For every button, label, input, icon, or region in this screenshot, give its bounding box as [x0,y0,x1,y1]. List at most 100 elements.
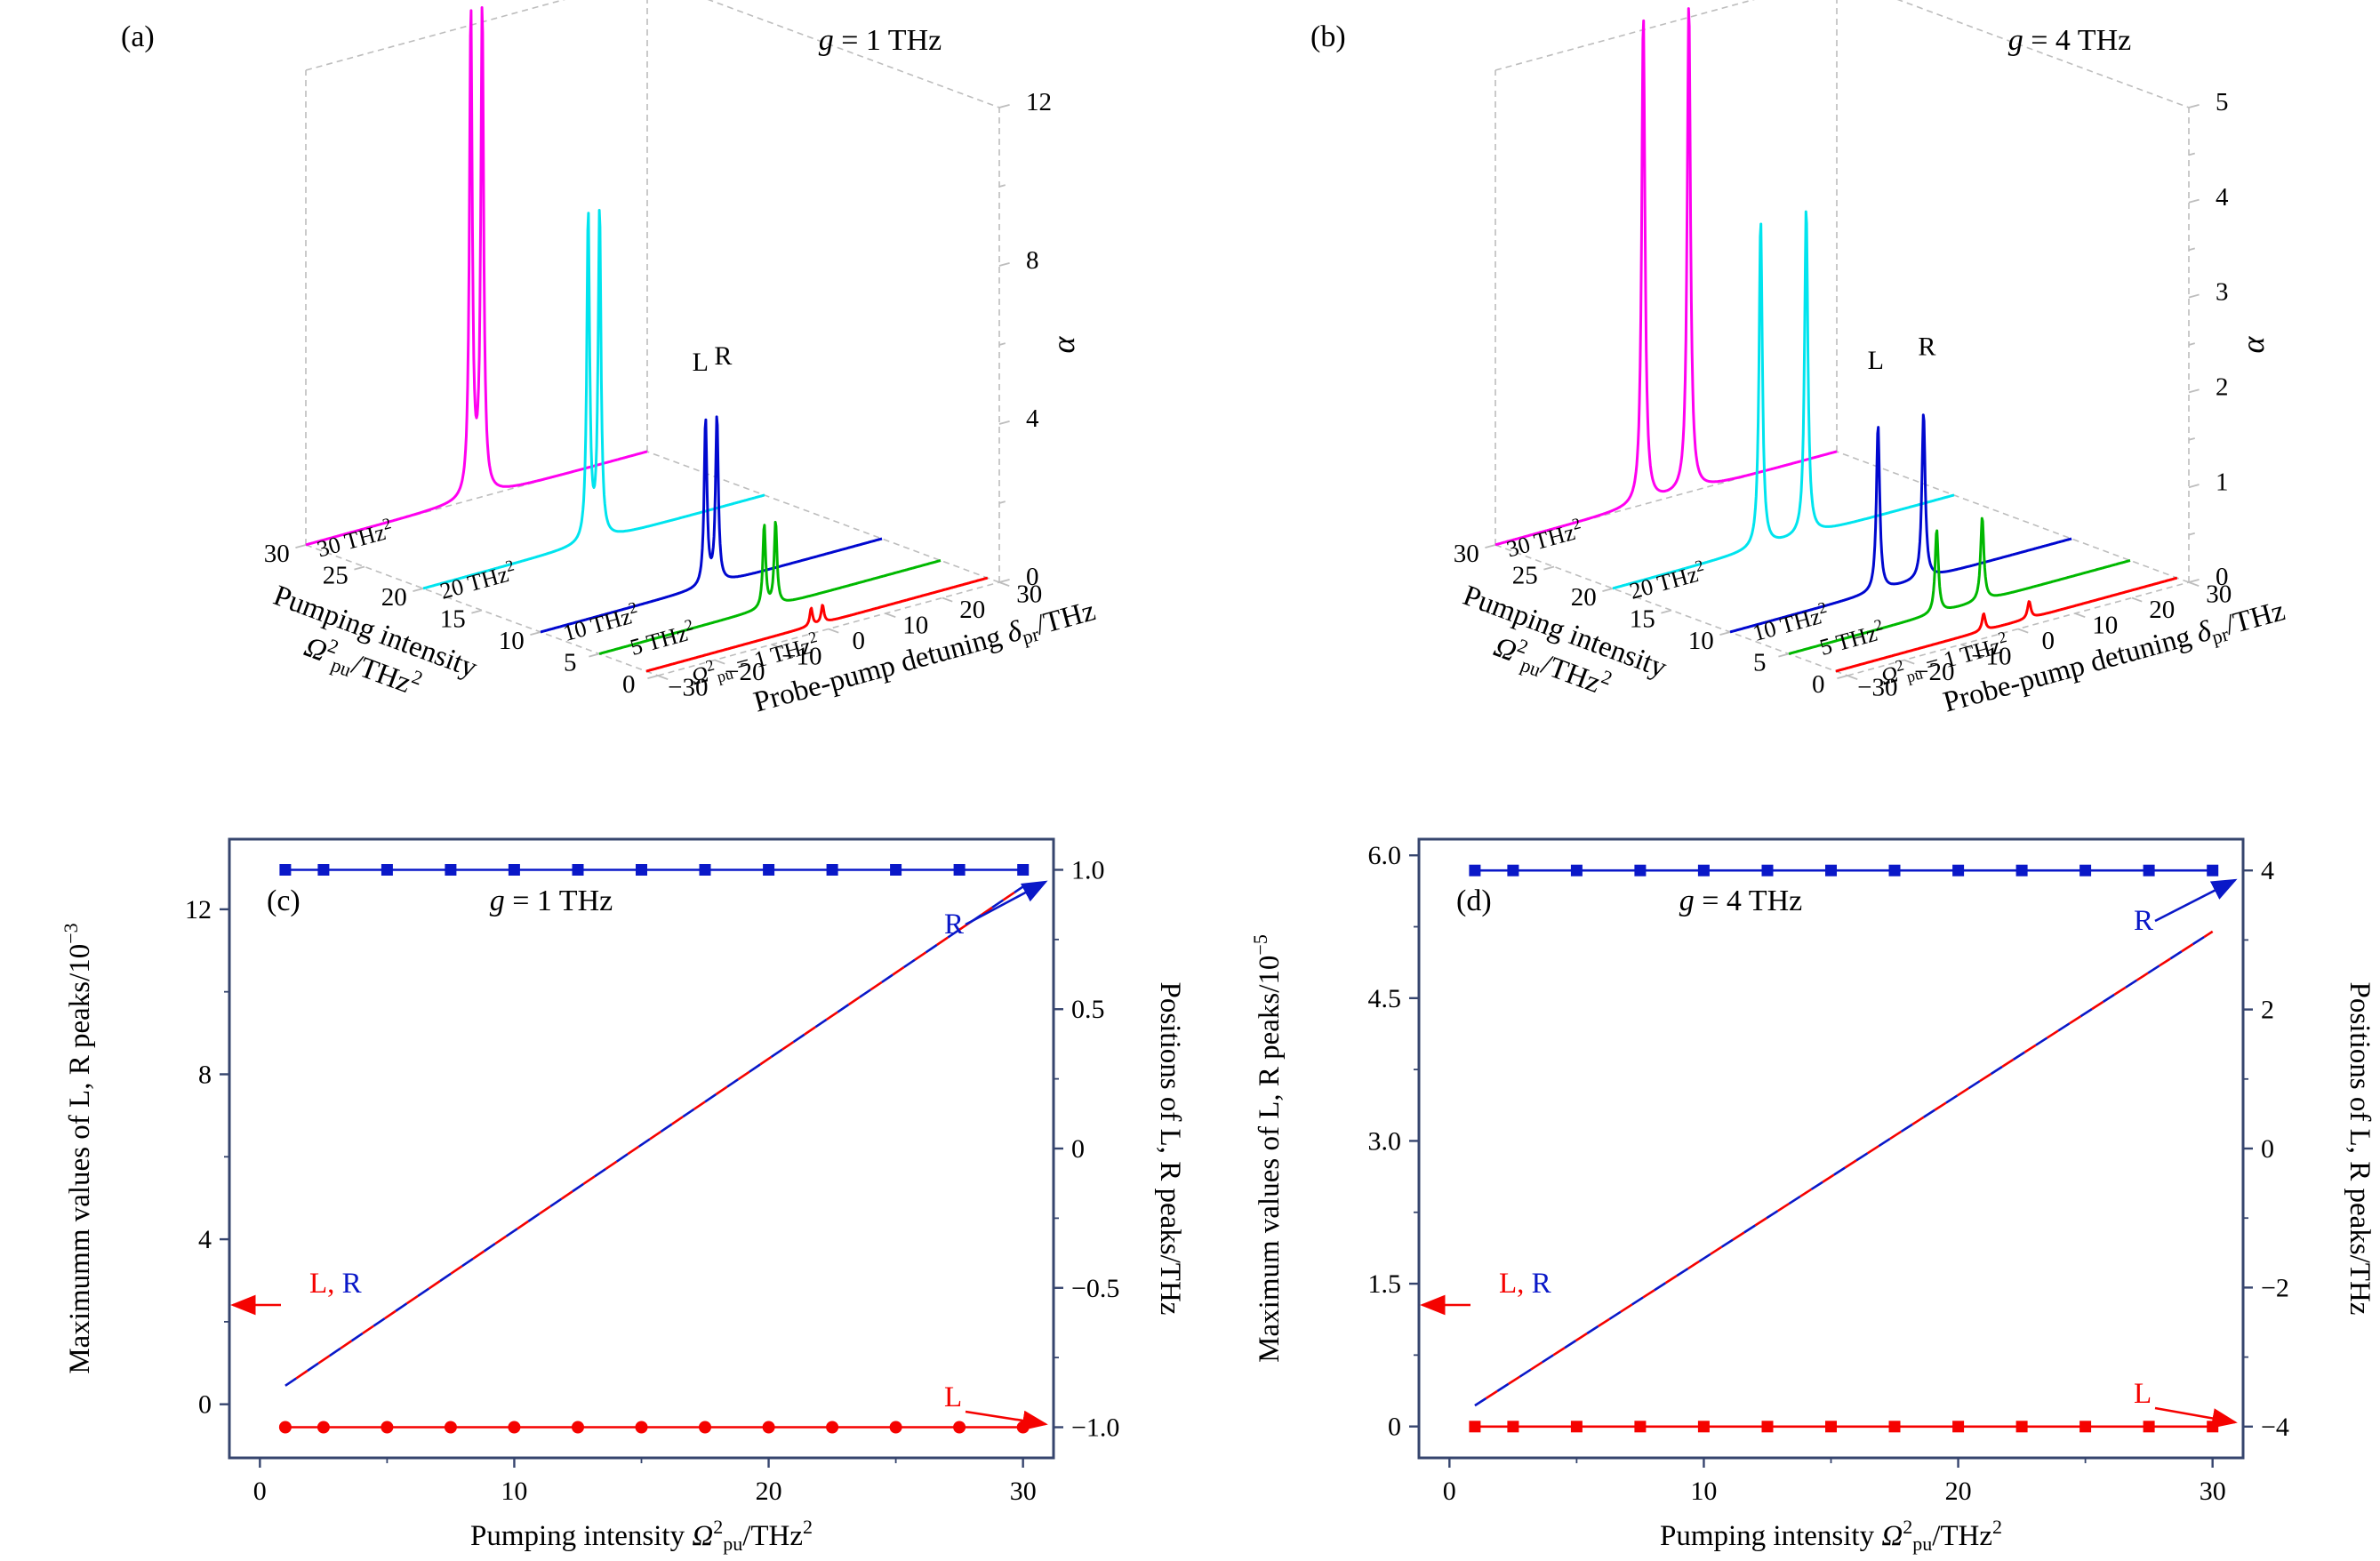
spectrum-curve-pump-20 [1612,210,1955,590]
panel-a-3d-chart: −30−20−10010203005101520253004812Probe-p… [121,0,1099,719]
axes-box-3d [1495,0,2190,676]
axes-box-3d [305,0,1000,676]
left-tick-label: 4 [198,1225,212,1254]
y-tick-label: 30 [264,540,290,568]
x-tick-label: −30 [1857,674,1897,702]
annotation-arrow-1 [2154,878,2238,923]
position-R-markers [279,864,1030,876]
spectrum-curve-pump-30 [1495,7,1838,547]
panel-label: (c) [267,885,301,917]
x-axis-title: Pumping intensity Ω2pu/THz2 [470,1516,813,1555]
panel-b-3d-chart: −30−20−100102030051015202530012345Probe-… [1310,0,2288,719]
right-tick-label: 0 [1071,1134,1085,1164]
x-tick-label: 0 [853,627,866,655]
peak-label-R: R [1918,332,1935,362]
panel-title: g = 4 THz [2008,24,2131,57]
left-tick-label: 0 [198,1390,212,1420]
right-axis-title: Positions of L, R peaks/THz [2344,982,2376,1316]
y-tick-label: 25 [323,562,349,590]
y-tick-label: 15 [440,605,466,634]
annotation-2: L [2134,1378,2152,1410]
x-tick-label: 30 [1016,580,1042,609]
peak-label-R: R [714,341,732,371]
left-tick-label: 0 [1388,1413,1401,1442]
y-tick-label: 5 [1753,649,1767,677]
curve-label-pump-5: 5 THz2 [1816,615,1887,660]
left-tick-label: 6.0 [1368,841,1402,870]
y-tick-label: 0 [1812,670,1825,699]
left-tick-label: 8 [198,1061,212,1090]
spectrum-curve-pump-30 [305,6,648,547]
z-axis-title: α [1046,335,1081,353]
x-tick-label: 0 [253,1477,267,1506]
panel-label: (b) [1310,20,1346,53]
spectrum-curve-pump-5 [1788,516,2131,655]
z-tick-label: 0 [2216,563,2229,591]
position-L-markers [1469,1421,2219,1433]
y-tick-label: 0 [622,670,636,699]
x-tick-label: 30 [2200,1477,2226,1506]
left-tick-label: 4.5 [1368,984,1402,1013]
spectrum-curve-pump-5 [598,520,942,655]
curve-label-pump-30: 30 THz2 [1503,514,1586,562]
annotation-2: L [944,1381,962,1413]
y-tick-label: 20 [381,583,407,612]
x-tick-label: 0 [2042,627,2055,655]
left-tick-label: 12 [185,895,212,925]
position-R-markers [1469,864,2219,877]
annotation-0: L, R [1499,1268,1551,1300]
panel-label: (a) [121,20,155,53]
z-axis-title: α [2235,335,2271,353]
panel-title: g = 1 THz [819,24,942,57]
annotation-1: R [944,909,964,941]
plot-frame [1417,837,2245,1460]
x-axis-title: Pumping intensity Ω2pu/THz2 [1660,1516,2002,1555]
left-tick-label: 3.0 [1368,1126,1402,1156]
z-tick-label: 2 [2216,373,2229,402]
spectrum-curve-pump-10 [1729,413,2072,634]
right-tick-label: 0 [2261,1134,2274,1164]
tick-marks [1485,103,2200,681]
x-tick-label: 30 [1010,1477,1037,1506]
spectrum-curve-pump-1 [1835,576,2178,673]
left-axis-title: Maximumm values of L, R peaks/10−3 [60,923,96,1373]
left-axis-title: Maximum values of L, R peaks/10−5 [1249,934,1286,1363]
max-values-line-L [284,885,1024,1387]
right-tick-label: −4 [2261,1413,2289,1442]
tick-labels: 0 10 20 30 0 1.5 3.0 4.5 6.0 −4 −2 0 2 4 [1368,841,2289,1506]
max-values-line-R [1474,930,2214,1407]
x-tick-label: 10 [902,612,928,640]
panel-label: (d) [1456,885,1492,917]
annotation-1: R [2134,905,2153,937]
panel-c-2d-chart: 0 10 20 30 0 4 8 12 −1.0 −0.5 0 0.5 1.0 Maximumm valu… [60,837,1186,1555]
peak-label-L: L [1868,346,1884,375]
x-tick-label: 20 [959,596,985,624]
right-tick-label: −1.0 [1071,1413,1119,1443]
right-tick-label: 0.5 [1071,995,1105,1024]
z-tick-label: 0 [1026,563,1039,591]
x-tick-label: 10 [1690,1477,1717,1506]
z-tick-label: 8 [1026,246,1039,275]
z-tick-label: 12 [1026,88,1052,116]
annotation-arrow-1 [965,880,1048,926]
z-tick-label: 3 [2216,278,2229,307]
tick-marks [1409,854,2253,1468]
y-tick-label: 30 [1454,540,1479,568]
curve-label-pump-30: 30 THz2 [314,514,397,562]
tick-marks [295,103,1010,681]
y-tick-label: 10 [1688,627,1714,655]
peak-label-L: L [693,348,709,377]
tick-marks [220,869,1063,1468]
annotation-0: L, R [309,1268,362,1300]
annotation-arrow-2 [2154,1406,2238,1429]
x-tick-label: 10 [2092,612,2118,640]
right-tick-label: −0.5 [1071,1274,1119,1303]
x-tick-label: 0 [1443,1477,1456,1506]
z-tick-label: 5 [2216,88,2229,116]
x-tick-label: 20 [2149,596,2175,624]
z-tick-label: 1 [2216,468,2229,496]
curve-label-pump-20: 20 THz2 [1626,556,1709,604]
y-tick-label: 15 [1630,605,1655,634]
